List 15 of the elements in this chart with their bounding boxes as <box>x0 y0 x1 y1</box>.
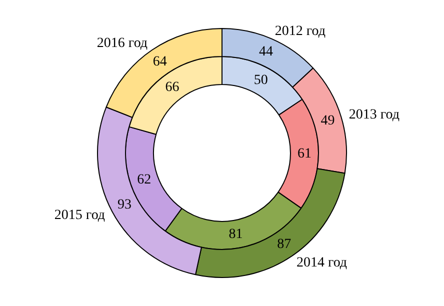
data-label: 62 <box>137 172 152 188</box>
data-label: 64 <box>152 54 167 70</box>
slice-label: 2015 год <box>54 208 106 223</box>
data-label: 50 <box>254 72 268 88</box>
data-label: 49 <box>320 114 335 129</box>
data-label: 66 <box>165 80 180 95</box>
slice-label: 2013 год <box>348 107 400 122</box>
data-label: 81 <box>228 227 243 242</box>
data-label: 61 <box>297 146 312 162</box>
data-label: 44 <box>259 44 274 60</box>
slice-label: 2016 год <box>96 36 148 52</box>
slice-label: 2014 год <box>296 255 348 270</box>
data-label: 93 <box>117 198 132 213</box>
slice-label: 2012 год <box>274 24 326 40</box>
data-label: 87 <box>277 237 292 252</box>
